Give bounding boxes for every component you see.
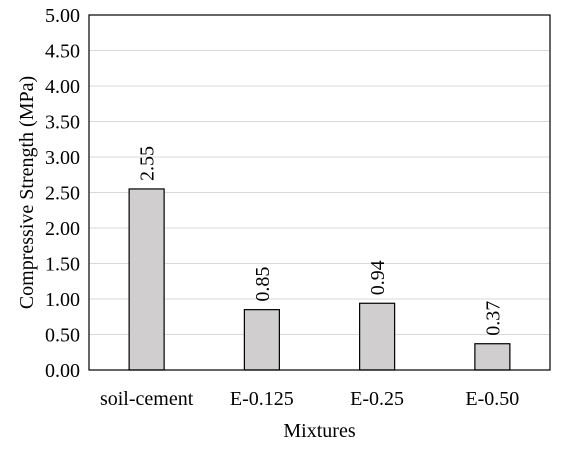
y-tick-label: 0.50 xyxy=(45,325,80,347)
data-label: 2.55 xyxy=(137,146,159,181)
bar xyxy=(474,343,511,371)
y-tick-label: 3.00 xyxy=(45,147,80,169)
y-axis-title: Compressive Strength (MPa) xyxy=(16,76,38,309)
y-tick-label: 2.00 xyxy=(45,218,80,240)
bar xyxy=(128,188,165,371)
data-labels: 2.55 0.85 0.94 0.37 xyxy=(137,146,505,336)
y-tick-label: 3.50 xyxy=(45,112,80,134)
data-label: 0.37 xyxy=(482,301,504,336)
bars xyxy=(128,188,511,371)
bar xyxy=(243,309,280,371)
data-label: 0.94 xyxy=(367,260,389,295)
y-tick-label: 5.00 xyxy=(45,5,80,27)
bar xyxy=(359,302,396,371)
x-tick-label: E-0.50 xyxy=(465,388,519,410)
x-tick-labels: soil-cement E-0.125 E-0.25 E-0.50 xyxy=(100,388,519,410)
y-tick-label: 1.00 xyxy=(45,289,80,311)
x-tick-label: soil-cement xyxy=(100,388,194,410)
y-tick-label: 2.50 xyxy=(45,183,80,205)
x-tick-label: E-0.125 xyxy=(230,388,294,410)
plot-frame xyxy=(88,14,551,371)
y-tick-label: 4.00 xyxy=(45,76,80,98)
y-tick-labels: 0.00 0.50 1.00 1.50 2.00 2.50 3.00 3.50 4.00 4.50… xyxy=(45,5,80,382)
data-label: 0.85 xyxy=(252,267,274,302)
gridlines xyxy=(89,50,550,335)
y-tick-label: 0.00 xyxy=(45,360,80,382)
x-axis-title: Mixtures xyxy=(283,420,355,442)
y-tick-label: 1.50 xyxy=(45,254,80,276)
y-tick-label: 4.50 xyxy=(45,41,80,63)
x-tick-label: E-0.25 xyxy=(350,388,404,410)
